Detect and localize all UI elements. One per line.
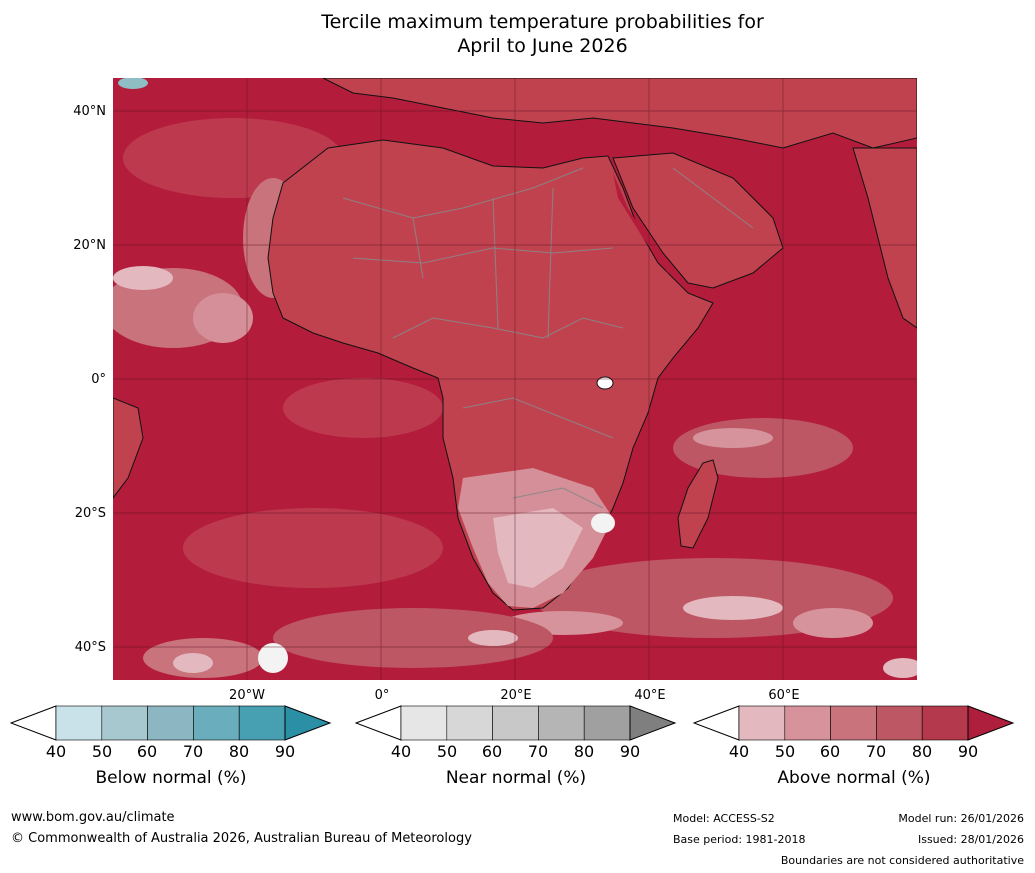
cbar-swatch — [101, 705, 148, 741]
lon-label-20w: 20°W — [229, 688, 265, 703]
cbar-swatch — [738, 705, 786, 741]
cbar-tick: 40 — [728, 742, 750, 761]
map-title: Tercile maximum temperature probabilitie… — [0, 10, 1035, 58]
gridlines — [113, 78, 917, 680]
country-borders — [342, 167, 754, 509]
below-normal-title: Below normal (%) — [95, 768, 247, 788]
cbar-max-arrow — [284, 705, 332, 741]
lake-victoria — [596, 376, 614, 390]
near-normal-title: Near normal (%) — [445, 768, 587, 788]
cbar-swatch — [830, 705, 877, 741]
cbar-tick: 70 — [527, 742, 549, 761]
cbar-swatch — [55, 705, 103, 741]
cbar-tick: 70 — [182, 742, 204, 761]
cbar-swatch — [238, 705, 286, 741]
lat-label-0: 0° — [91, 372, 106, 387]
cbar-tick: 40 — [390, 742, 412, 761]
cbar-max-arrow — [629, 705, 677, 741]
cbar-swatch — [147, 705, 194, 741]
map-svg — [113, 78, 917, 680]
cbar-swatch — [921, 705, 969, 741]
cbar-tick: 90 — [619, 742, 641, 761]
lat-label-20s: 20°S — [74, 506, 106, 521]
lon-label-60e: 60°E — [768, 688, 800, 703]
copyright: © Commonwealth of Australia 2026, Austra… — [11, 831, 472, 846]
cbar-swatch — [876, 705, 923, 741]
lat-label-40s: 40°S — [74, 640, 106, 655]
lat-label-20n: 20°N — [73, 238, 106, 253]
red-sea — [613, 173, 673, 273]
below-normal-colorbar — [10, 705, 332, 741]
cbar-tick: 70 — [865, 742, 887, 761]
model-run: Model run: 26/01/2026 — [898, 812, 1024, 825]
cbar-tick: 60 — [136, 742, 158, 761]
cbar-swatch — [538, 705, 585, 741]
cbar-swatch — [446, 705, 493, 741]
website-link[interactable]: www.bom.gov.au/climate — [11, 810, 175, 825]
cbar-tick: 50 — [91, 742, 113, 761]
cbar-tick: 90 — [957, 742, 979, 761]
disclaimer: Boundaries are not considered authoritat… — [780, 854, 1024, 867]
above-normal-title: Above normal (%) — [777, 768, 931, 788]
lon-label-20e: 20°E — [500, 688, 532, 703]
lat-label-40n: 40°N — [73, 104, 106, 119]
lon-label-0: 0° — [374, 688, 390, 703]
cbar-tick: 80 — [573, 742, 595, 761]
probability-map — [113, 78, 917, 680]
model-name: Model: ACCESS-S2 — [673, 812, 775, 825]
lon-label-40e: 40°E — [634, 688, 666, 703]
cbar-swatch — [193, 705, 240, 741]
cbar-tick: 50 — [436, 742, 458, 761]
cbar-min-arrow — [355, 705, 402, 741]
cbar-max-arrow — [967, 705, 1015, 741]
cbar-tick: 60 — [819, 742, 841, 761]
cbar-swatch — [492, 705, 539, 741]
base-period: Base period: 1981-2018 — [673, 833, 806, 846]
cbar-tick: 80 — [228, 742, 250, 761]
cbar-min-arrow — [693, 705, 740, 741]
cbar-tick: 50 — [774, 742, 796, 761]
land-shapes — [113, 78, 917, 611]
cbar-swatch — [400, 705, 448, 741]
cbar-tick: 80 — [911, 742, 933, 761]
cbar-tick: 40 — [45, 742, 67, 761]
title-line-1: Tercile maximum temperature probabilitie… — [321, 11, 764, 33]
near-normal-colorbar — [355, 705, 677, 741]
title-line-2: April to June 2026 — [457, 35, 628, 57]
cbar-tick: 60 — [481, 742, 503, 761]
cbar-min-arrow — [10, 705, 57, 741]
cbar-swatch — [583, 705, 631, 741]
issued-date: Issued: 28/01/2026 — [917, 833, 1024, 846]
cbar-swatch — [784, 705, 831, 741]
above-normal-colorbar — [693, 705, 1015, 741]
cbar-tick: 90 — [274, 742, 296, 761]
